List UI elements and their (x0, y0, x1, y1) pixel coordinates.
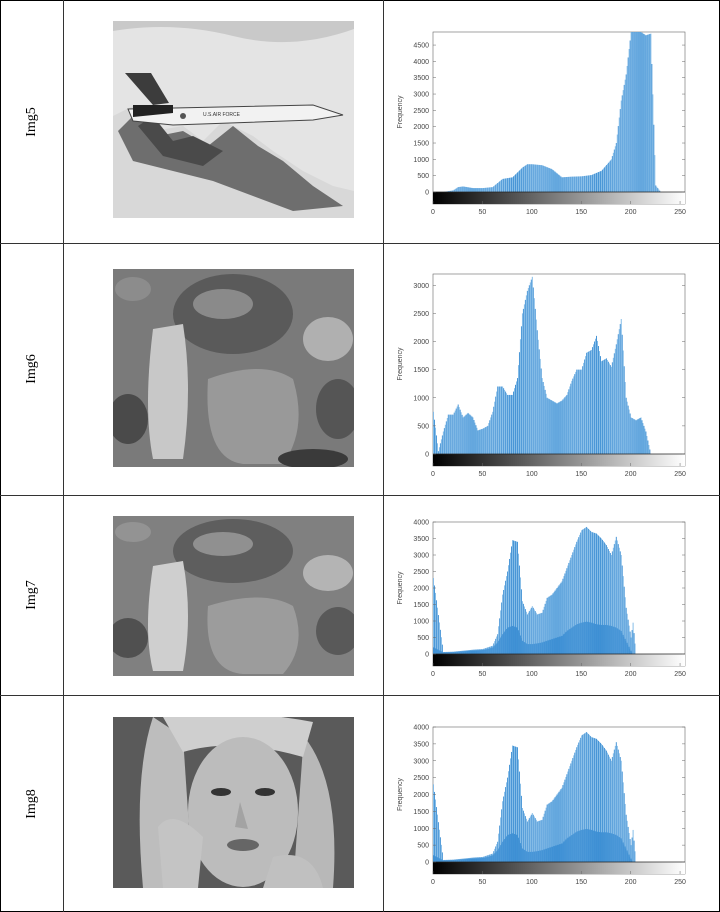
histogram-img8: 0 500 1000 1500 2000 2500 3000 3500 4000 0 50 100 15… (397, 725, 686, 887)
row-label: Img5 (23, 106, 39, 137)
svg-text:250: 250 (674, 471, 686, 478)
svg-text:0: 0 (425, 860, 429, 867)
svg-text:150: 150 (575, 471, 587, 478)
svg-text:3000: 3000 (413, 758, 429, 765)
svg-text:0: 0 (431, 471, 435, 478)
svg-text:3500: 3500 (413, 741, 429, 748)
svg-text:200: 200 (625, 671, 637, 678)
svg-text:0: 0 (431, 879, 435, 886)
row-divider (0, 495, 720, 496)
image-fighter-jet: U.S.AIR FORCE (113, 21, 354, 218)
svg-text:200: 200 (625, 879, 637, 886)
svg-text:0: 0 (431, 209, 435, 216)
svg-text:2500: 2500 (413, 775, 429, 782)
svg-text:3000: 3000 (413, 92, 429, 99)
svg-text:2000: 2000 (413, 124, 429, 131)
column-divider (383, 0, 384, 912)
svg-text:2000: 2000 (413, 792, 429, 799)
svg-text:200: 200 (625, 209, 637, 216)
row-label: Img7 (23, 580, 39, 610)
svg-text:3000: 3000 (413, 283, 429, 290)
histogram-img5: 0 500 1000 1500 2000 2500 3000 3500 4000 4500 0 50 1… (397, 31, 686, 216)
svg-text:Frequency: Frequency (397, 347, 404, 381)
image-woman-portrait (113, 717, 354, 888)
svg-text:100: 100 (526, 209, 538, 216)
svg-text:1000: 1000 (413, 157, 429, 164)
column-divider (63, 0, 64, 912)
histogram-img6: 0 500 1000 1500 2000 2500 3000 0 50 100 150 200 250 F… (397, 273, 686, 478)
svg-text:0: 0 (425, 190, 429, 197)
svg-text:0: 0 (431, 671, 435, 678)
svg-text:1500: 1500 (413, 367, 429, 374)
row-label: Img6 (23, 354, 39, 384)
svg-text:2000: 2000 (413, 339, 429, 346)
svg-text:4000: 4000 (413, 520, 429, 527)
svg-text:2000: 2000 (413, 586, 429, 593)
svg-text:50: 50 (479, 471, 487, 478)
svg-text:150: 150 (575, 671, 587, 678)
svg-text:0: 0 (425, 652, 429, 659)
svg-text:100: 100 (526, 879, 538, 886)
svg-text:3500: 3500 (413, 75, 429, 82)
svg-text:Frequency: Frequency (397, 777, 404, 811)
svg-text:500: 500 (417, 173, 429, 180)
svg-text:200: 200 (625, 471, 637, 478)
svg-text:1000: 1000 (413, 619, 429, 626)
svg-text:50: 50 (479, 209, 487, 216)
image-peppers (113, 269, 354, 467)
svg-text:4000: 4000 (413, 59, 429, 66)
svg-text:1500: 1500 (413, 809, 429, 816)
svg-text:150: 150 (575, 209, 587, 216)
svg-text:2500: 2500 (413, 311, 429, 318)
svg-text:4500: 4500 (413, 43, 429, 50)
svg-text:500: 500 (417, 843, 429, 850)
svg-text:100: 100 (526, 471, 538, 478)
svg-text:3000: 3000 (413, 553, 429, 560)
svg-text:50: 50 (479, 879, 487, 886)
svg-text:250: 250 (674, 671, 686, 678)
svg-text:4000: 4000 (413, 725, 429, 732)
svg-text:250: 250 (674, 879, 686, 886)
svg-text:3500: 3500 (413, 536, 429, 543)
svg-text:500: 500 (417, 423, 429, 430)
svg-text:1000: 1000 (413, 395, 429, 402)
svg-text:Frequency: Frequency (397, 571, 404, 605)
svg-text:1500: 1500 (413, 141, 429, 148)
svg-text:2500: 2500 (413, 569, 429, 576)
image-peppers-enhanced (113, 516, 354, 676)
svg-text:500: 500 (417, 635, 429, 642)
svg-text:150: 150 (575, 879, 587, 886)
svg-text:250: 250 (674, 209, 686, 216)
histogram-img7: 0 500 1000 1500 2000 2500 3000 3500 4000 0 50 100 15… (397, 520, 686, 679)
row-label: Img8 (23, 788, 39, 819)
svg-text:1000: 1000 (413, 826, 429, 833)
svg-text:Frequency: Frequency (397, 95, 404, 129)
row-divider (0, 695, 720, 696)
svg-text:2500: 2500 (413, 108, 429, 115)
svg-text:50: 50 (479, 671, 487, 678)
row-divider (0, 243, 720, 244)
svg-text:1500: 1500 (413, 602, 429, 609)
svg-text:100: 100 (526, 671, 538, 678)
svg-text:U.S.AIR FORCE: U.S.AIR FORCE (203, 112, 241, 118)
svg-text:0: 0 (425, 452, 429, 459)
